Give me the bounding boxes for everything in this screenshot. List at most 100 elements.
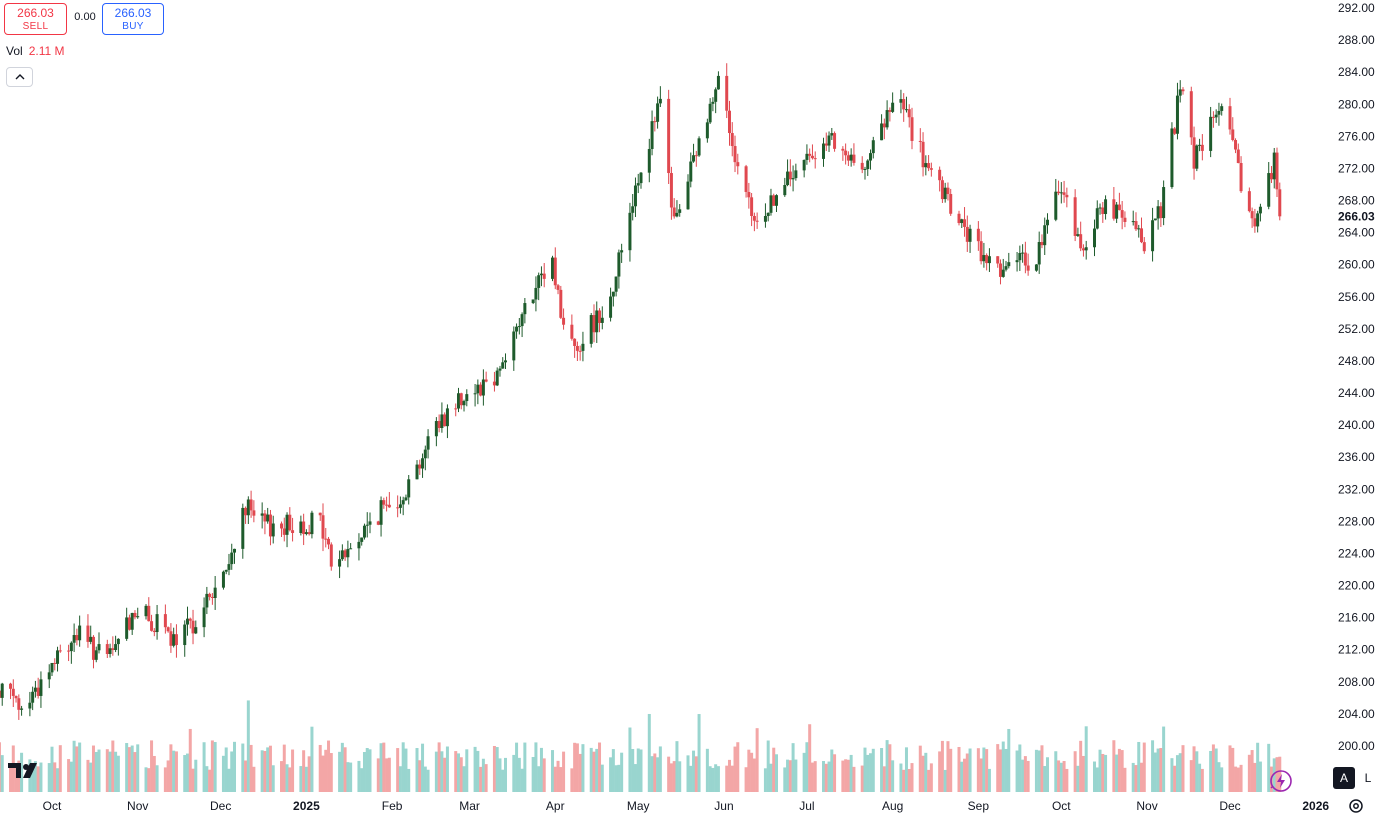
volume-bar <box>1278 756 1282 792</box>
volume-bar <box>1275 757 1279 792</box>
volume-bar <box>504 757 508 792</box>
candle-body <box>841 148 845 151</box>
candle-body <box>445 408 449 427</box>
sell-button[interactable]: 266.03 SELL <box>4 3 67 35</box>
candle-body <box>1153 218 1157 221</box>
volume-bar <box>1059 762 1063 792</box>
candle-body <box>75 635 79 641</box>
volume-bar <box>653 753 657 792</box>
candle-body <box>763 216 767 222</box>
volume-bar <box>769 763 773 792</box>
candle-body <box>33 687 37 692</box>
gear-icon[interactable] <box>1346 796 1366 816</box>
candle-body <box>415 464 419 480</box>
volume-bar <box>194 759 198 792</box>
volume-bar <box>921 755 925 792</box>
flash-icon[interactable] <box>1268 768 1294 794</box>
x-tick-label: May <box>627 799 650 813</box>
volume-bar <box>86 759 90 792</box>
volume-bar <box>1173 765 1177 792</box>
volume-legend: Vol 2.11 M <box>6 44 64 58</box>
volume-bar <box>899 763 903 792</box>
volume-legend-value: 2.11 M <box>28 44 65 58</box>
collapse-legend-button[interactable] <box>6 67 33 87</box>
volume-bar <box>1178 753 1182 792</box>
volume-bar <box>940 740 944 792</box>
candle-body <box>1059 192 1063 194</box>
auto-scale-button[interactable]: A <box>1333 767 1355 789</box>
volume-bar <box>210 740 214 792</box>
candle-body <box>766 212 770 217</box>
candle-body <box>860 162 864 170</box>
candle-body <box>108 648 112 654</box>
candle-body <box>69 642 73 652</box>
volume-bar <box>672 761 676 792</box>
candle-body <box>398 504 402 508</box>
volume-bar <box>11 745 15 792</box>
candle-body <box>559 289 563 318</box>
candle-body <box>904 109 908 111</box>
buy-button[interactable]: 266.03 BUY <box>102 3 164 35</box>
candle-body <box>824 143 828 146</box>
volume-bar <box>1256 742 1260 792</box>
candle-body <box>871 140 875 154</box>
volume-bar <box>246 700 250 792</box>
candle-body <box>982 255 986 262</box>
volume-bar <box>639 749 643 792</box>
volume-bar <box>78 742 82 792</box>
volume-bar <box>1045 757 1049 792</box>
candle-body <box>1192 137 1196 169</box>
volume-bar <box>946 741 950 792</box>
candle-body <box>387 504 391 508</box>
candle-body <box>0 690 1 698</box>
candle-body <box>1175 95 1179 134</box>
candle-body <box>318 512 322 516</box>
volume-bar <box>689 765 693 792</box>
volume-bar <box>462 766 466 792</box>
candle-body <box>454 408 458 410</box>
volume-bar <box>1142 742 1146 792</box>
volume-bar <box>376 758 380 792</box>
volume-bar <box>1007 728 1011 792</box>
candle-body <box>1253 218 1257 227</box>
candle-body <box>307 532 311 535</box>
volume-bar <box>263 750 267 792</box>
candle-body <box>705 122 709 139</box>
volume-bar <box>36 766 40 792</box>
volume-bar <box>1181 745 1185 792</box>
volume-bar <box>288 767 292 792</box>
y-tick-label: 248.00 <box>1338 354 1375 368</box>
candle-body <box>163 614 167 628</box>
volume-bar <box>147 768 151 792</box>
y-tick-label: 272.00 <box>1338 161 1375 175</box>
volume-bar <box>573 742 577 792</box>
candle-body <box>47 672 51 680</box>
volume-bar <box>321 755 325 792</box>
candle-body <box>1062 192 1066 195</box>
candle-body <box>639 172 643 184</box>
volume-bar <box>979 758 983 792</box>
candle-body <box>1134 221 1138 230</box>
candle-body <box>595 310 599 333</box>
candle-body <box>479 384 483 396</box>
volume-bar <box>479 766 483 792</box>
volume-bar <box>633 764 637 792</box>
volume-bar <box>600 764 604 792</box>
candle-body <box>185 618 189 625</box>
volume-bar <box>1253 762 1257 792</box>
candle-body <box>783 185 787 196</box>
candle-body <box>631 206 635 213</box>
candle-body <box>891 102 895 112</box>
candle-body <box>805 153 809 160</box>
log-scale-button[interactable]: L <box>1364 771 1372 785</box>
volume-bar <box>750 752 754 792</box>
volume-bar <box>423 766 427 792</box>
candle-body <box>340 550 344 560</box>
candle-body <box>866 160 870 170</box>
volume-bar <box>205 766 209 792</box>
volume-bar <box>130 745 134 792</box>
candle-body <box>1037 242 1041 265</box>
volume-bar <box>440 751 444 792</box>
volume-bar <box>310 726 314 792</box>
